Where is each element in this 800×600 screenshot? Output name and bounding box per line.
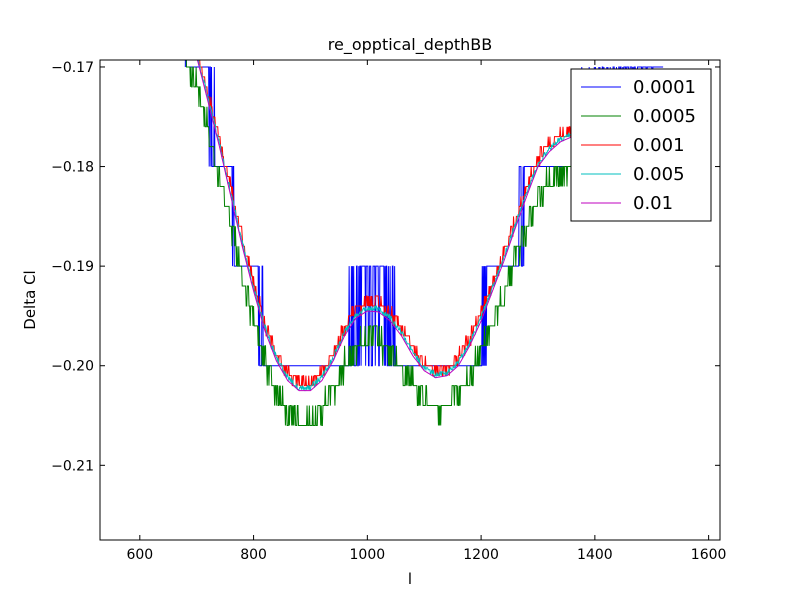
plot-frame	[99, 59, 721, 541]
x-tick-label: 1200	[463, 547, 499, 563]
y-tick-label: −0.20	[51, 359, 94, 375]
legend-label: 0.01	[633, 193, 673, 214]
y-axis-label: Delta Cl	[21, 270, 39, 329]
x-tick-label: 1000	[350, 547, 386, 563]
x-tick-label: 1600	[691, 547, 727, 563]
legend-label: 0.0005	[633, 106, 696, 127]
x-tick-label: 1400	[577, 547, 613, 563]
x-axis-label: l	[408, 570, 412, 588]
y-tick-label: −0.18	[51, 160, 94, 176]
legend-label: 0.001	[633, 135, 685, 156]
y-tick-label: −0.19	[51, 259, 94, 275]
x-tick-label: 600	[126, 547, 153, 563]
y-tick-label: −0.17	[51, 60, 94, 76]
y-tick-label: −0.21	[51, 458, 94, 474]
legend-label: 0.0001	[633, 77, 696, 98]
legend-label: 0.005	[633, 164, 685, 185]
legend: 0.0001 0.0005 0.001 0.005 0.01	[570, 68, 712, 222]
x-tick-label: 800	[240, 547, 267, 563]
x-axis: 600 800 1000 1200 1400 1600	[126, 60, 726, 563]
chart-title: re_opptical_depthBB	[328, 35, 492, 55]
y-axis: −0.17 −0.18 −0.19 −0.20 −0.21	[51, 60, 720, 474]
